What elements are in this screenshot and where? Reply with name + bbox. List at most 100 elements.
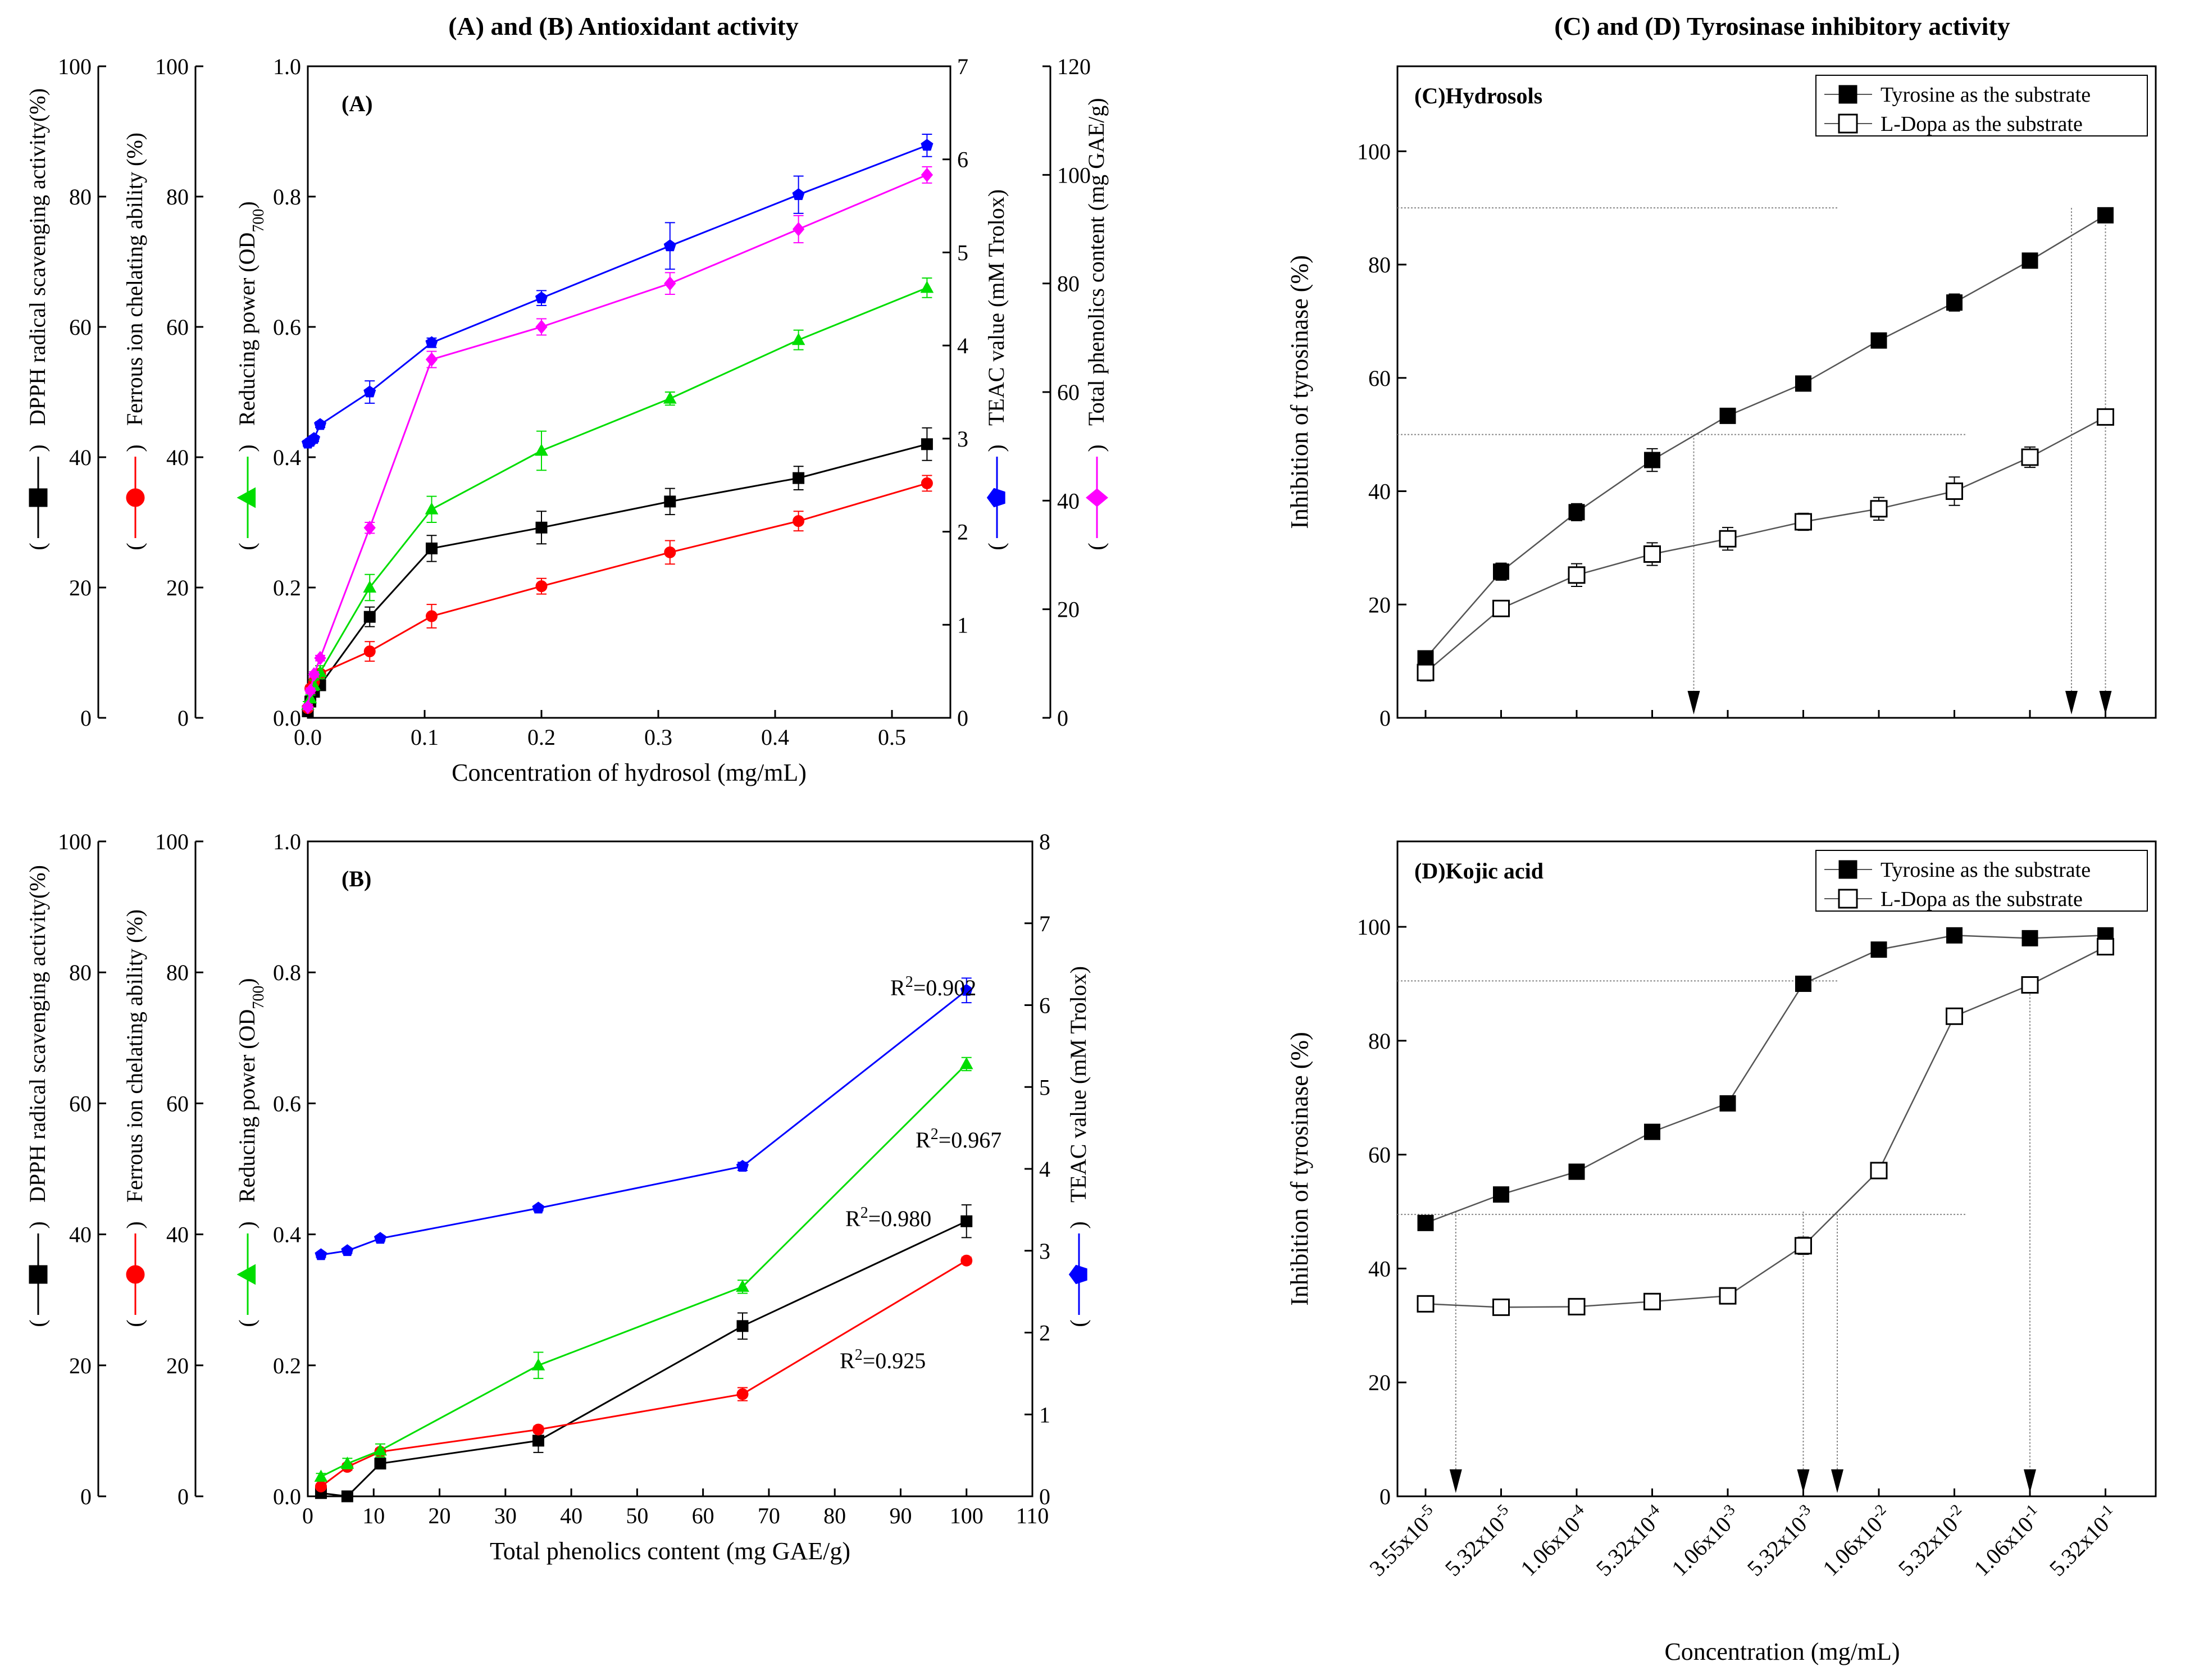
data-point: [363, 611, 376, 623]
y-axis-label: Inhibition of tyrosinase (%): [1286, 1032, 1313, 1306]
y-tick-label: 20: [69, 1353, 92, 1378]
series-line: [307, 443, 927, 712]
y-tick-label: 0: [957, 705, 968, 731]
x-tick-label: 70: [758, 1503, 780, 1528]
y-axis-label: TEAC value (mM Trolox): [1066, 966, 1091, 1203]
x-category-label: 5.32x10-1: [2043, 1501, 2123, 1581]
data-point: [363, 580, 377, 593]
r-squared-annotation: R2=0.925: [840, 1346, 926, 1374]
y-tick-label: 0.8: [273, 184, 301, 210]
y-tick-label: 60: [1057, 380, 1080, 405]
data-point-open: [2097, 408, 2114, 426]
x-tick-label: 30: [494, 1503, 517, 1528]
y-axis-label: DPPH radical scavenging activity(%): [25, 865, 50, 1203]
legend-label: L-Dopa as the substrate: [1881, 112, 2083, 136]
y-tick-label: 0.6: [273, 315, 301, 340]
data-point: [314, 1469, 328, 1482]
y-tick-label: 40: [1368, 479, 1391, 504]
y-axis-label-group: Ferrous ion chelating ability (%)) (: [122, 909, 147, 1327]
data-point: [535, 443, 548, 456]
y-tick-label: 0: [1039, 1484, 1050, 1509]
data-point-open: [1870, 500, 1888, 518]
y-tick-label: 60: [69, 315, 92, 340]
legend-filled-square-marker: [1838, 85, 1857, 104]
data-point-open: [1492, 1298, 1510, 1316]
legend-open-square-marker: [1838, 113, 1858, 134]
panel-a-chart: 0.0 0.1 0.2 0.3 0.4 0.5 Concentration of hydro…: [25, 54, 1109, 786]
series-line: [1425, 946, 2106, 1308]
y-tick-label: 20: [1368, 592, 1391, 617]
plot-frame: [1396, 65, 2157, 719]
y-axis-label-group: DPPH radical scavenging activity(%)) (: [25, 865, 50, 1327]
data-point-filled: [2097, 207, 2114, 224]
y-axis-label-group: DPPH radical scavenging activity(%)) (: [25, 88, 50, 550]
data-point: [363, 385, 376, 398]
y-tick-label: 0.4: [273, 445, 301, 470]
legend-triangle-marker: [236, 1264, 256, 1285]
down-arrow-marker: [1449, 1469, 1462, 1493]
data-point-filled: [1417, 1214, 1434, 1231]
y-tick-label: 40: [166, 1222, 189, 1248]
x-tick-label: 10: [362, 1503, 385, 1528]
y-tick-label: 40: [166, 445, 189, 470]
panel-label: (C)Hydrosols: [1414, 83, 1542, 108]
data-point-filled: [1493, 1186, 1509, 1203]
y-tick-label: 100: [1357, 139, 1391, 164]
y-axis-label: Reducing power (OD700): [234, 978, 267, 1203]
y-tick-label: 4: [957, 333, 968, 358]
data-point: [531, 1358, 545, 1371]
legend-paren: (: [122, 543, 147, 550]
y-tick-label: 100: [58, 54, 92, 79]
y-tick-label: 40: [1368, 1256, 1391, 1281]
plot-frame: [307, 65, 951, 719]
y-axis-label: DPPH radical scavenging activity(%): [25, 88, 50, 426]
data-point: [314, 418, 327, 430]
data-point-open: [1795, 513, 1812, 531]
y-tick-label: 100: [155, 54, 189, 79]
y-axis-label: Inhibition of tyrosinase (%): [1286, 255, 1313, 529]
legend-paren: ): [25, 1221, 50, 1228]
y-tick-label: 60: [69, 1091, 92, 1116]
data-point: [535, 580, 548, 593]
plot-frame: [307, 840, 1033, 1497]
x-tick-label: 50: [626, 1503, 648, 1528]
legend-square-marker: [29, 1265, 48, 1284]
data-point: [363, 520, 376, 535]
legend-label: L-Dopa as the substrate: [1881, 887, 2083, 911]
x-axis-label: Concentration of hydrosol (mg/mL): [452, 759, 807, 786]
y-tick-label: 2: [957, 520, 968, 545]
legend-paren: (: [25, 1319, 50, 1327]
y-tick-label: 80: [69, 184, 92, 210]
left-figure-title: (A) and (B) Antioxidant activity: [448, 12, 799, 40]
y-tick-label: 0.0: [273, 1484, 301, 1509]
data-point: [960, 1215, 973, 1227]
x-category-label: 5.32x10-2: [1892, 1501, 1972, 1581]
data-point: [793, 515, 805, 527]
y-tick-label: 1: [1039, 1402, 1050, 1427]
data-point-open: [1946, 482, 1963, 500]
x-tick-label: 60: [692, 1503, 714, 1528]
data-point: [535, 521, 548, 534]
x-tick-label: 20: [429, 1503, 451, 1528]
data-point: [792, 222, 805, 236]
data-point: [921, 477, 933, 489]
data-point: [302, 699, 314, 714]
data-point: [315, 1481, 327, 1493]
y-tick-label: 100: [155, 829, 189, 854]
data-point-open: [2021, 448, 2039, 466]
legend-paren: ): [25, 444, 50, 452]
data-point: [921, 438, 933, 450]
y-tick-label: 40: [69, 445, 92, 470]
data-point-open: [1719, 1287, 1737, 1305]
legend-paren: ): [1066, 1221, 1091, 1228]
data-point-filled: [1493, 563, 1509, 580]
legend-filled-square-marker: [1838, 860, 1857, 879]
data-point-filled: [1719, 1095, 1736, 1112]
data-point: [374, 1443, 387, 1456]
legend-paren: ): [984, 444, 1009, 452]
legend-paren: (: [1066, 1319, 1091, 1327]
x-tick-label: 0.1: [411, 725, 439, 750]
data-point-filled: [1946, 927, 1963, 944]
data-point: [664, 546, 676, 558]
